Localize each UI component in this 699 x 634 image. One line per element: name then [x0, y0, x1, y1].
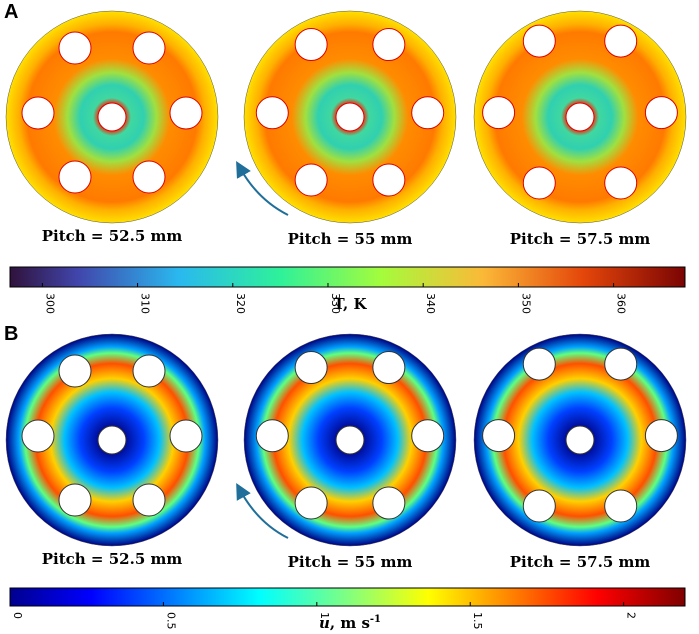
hole [482, 419, 516, 453]
hole [522, 166, 556, 200]
hole [604, 24, 638, 58]
hole [132, 354, 166, 388]
hole [411, 419, 445, 453]
hole [372, 351, 406, 385]
hole [482, 96, 516, 130]
tick-label: 320 [234, 293, 247, 314]
colorbar [9, 266, 686, 288]
hole [132, 483, 166, 517]
hole [255, 419, 289, 453]
tick-label: 300 [43, 293, 56, 314]
hole [21, 96, 55, 130]
hole [372, 163, 406, 197]
rotation-arrow [236, 161, 289, 216]
hole [294, 28, 328, 62]
hole [169, 96, 203, 130]
hole [644, 96, 678, 130]
caption: Pitch = 57.5 mm [510, 553, 651, 571]
hole [522, 489, 556, 523]
hole [58, 483, 92, 517]
hole [294, 163, 328, 197]
tick-label: 340 [424, 293, 437, 314]
center-hole [565, 425, 595, 455]
center-hole [335, 102, 365, 132]
panel-label: B [4, 323, 18, 345]
center-hole [97, 425, 127, 455]
hole [644, 419, 678, 453]
label-unit: , m s [330, 614, 370, 632]
rotation-arrow [236, 482, 289, 539]
panel-label: A [4, 1, 18, 23]
hole [58, 354, 92, 388]
hole [522, 347, 556, 381]
caption: Pitch = 57.5 mm [510, 230, 651, 248]
center-hole [335, 425, 365, 455]
hole [294, 351, 328, 385]
colorbar [9, 587, 686, 607]
tick-label: 2 [625, 612, 638, 619]
hole [372, 486, 406, 520]
colorbar-label: u, m s-1 [319, 614, 381, 632]
tick-label: 1 [318, 612, 331, 619]
tick-label: 310 [139, 293, 152, 314]
center-hole [565, 102, 595, 132]
label-sup: -1 [370, 614, 381, 625]
hole [294, 486, 328, 520]
tick-label: 0 [11, 612, 24, 619]
hole [604, 166, 638, 200]
tick-label: 350 [519, 293, 532, 314]
tick-label: 1.5 [471, 612, 484, 630]
hole [169, 419, 203, 453]
hole [255, 96, 289, 130]
hole [58, 160, 92, 194]
label-var: u [319, 614, 330, 632]
hole [372, 28, 406, 62]
tick-label: 330 [329, 293, 342, 314]
hole [132, 31, 166, 65]
hole [132, 160, 166, 194]
hole [58, 31, 92, 65]
caption: Pitch = 55 mm [288, 230, 413, 248]
hole [411, 96, 445, 130]
tick-label: 0.5 [164, 612, 177, 630]
tick-label: 360 [615, 293, 628, 314]
caption: Pitch = 52.5 mm [42, 227, 183, 245]
colorbar-label: T, K [334, 295, 368, 313]
hole [21, 419, 55, 453]
caption: Pitch = 52.5 mm [42, 550, 183, 568]
center-hole [97, 102, 127, 132]
hole [522, 24, 556, 58]
caption: Pitch = 55 mm [288, 553, 413, 571]
hole [604, 347, 638, 381]
hole [604, 489, 638, 523]
